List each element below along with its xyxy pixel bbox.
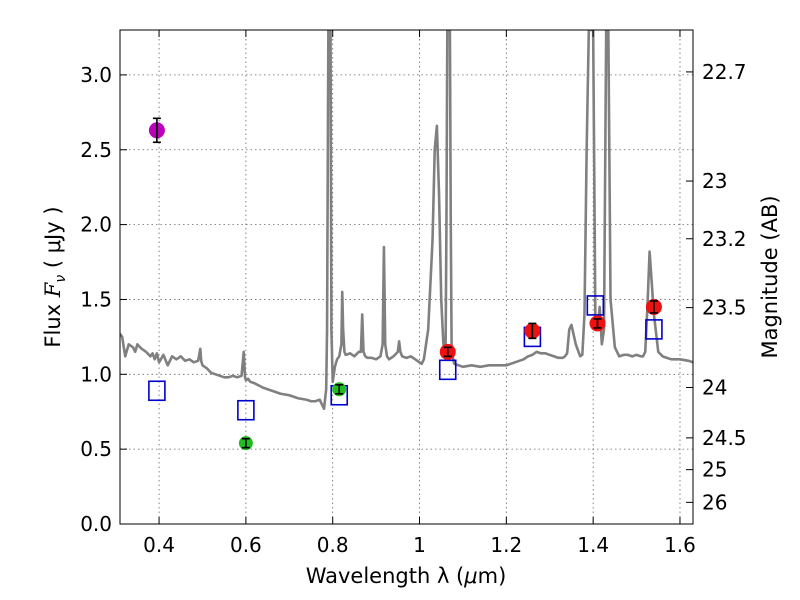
y-tick-label: 2.0 — [80, 213, 112, 237]
x-tick-label: 1.6 — [664, 533, 696, 557]
mag-tick-label: 26 — [702, 490, 727, 514]
y-tick-label: 1.0 — [80, 362, 112, 386]
x-tick-label: 0.4 — [143, 533, 175, 557]
y-tick-label: 1.5 — [80, 287, 112, 311]
mag-tick-label: 24 — [702, 375, 727, 399]
mag-tick-label: 22.7 — [702, 60, 747, 84]
mag-tick-label: 23 — [702, 169, 727, 193]
model-square-marker — [237, 399, 255, 421]
y2-axis-label: Magnitude (AB) — [758, 195, 782, 358]
mag-tick-label: 23.5 — [702, 296, 747, 320]
mag-tick-label: 24.5 — [702, 426, 747, 450]
model-square-marker — [148, 380, 166, 402]
y-axis-label: Flux Fν ( μJy ) — [41, 206, 69, 347]
x-tick-label: 1.4 — [577, 533, 609, 557]
x-tick-label: 1.2 — [490, 533, 522, 557]
x-axis-label: Wavelength λ (μm) — [306, 564, 507, 588]
model-square-marker — [586, 295, 605, 316]
mag-tick-label: 23.2 — [702, 227, 747, 251]
y-tick-label: 3.0 — [80, 63, 112, 87]
axis-ticks: 0.4 0.6 0.8 1 1.2 1.4 1.6 0.0 0.5 1.0 1.5 2.0 2.5 3.0… — [80, 30, 747, 557]
model-square-marker — [645, 319, 663, 340]
x-tick-label: 0.6 — [230, 533, 262, 557]
x-tick-label: 0.8 — [317, 533, 349, 557]
y-tick-label: 0.5 — [80, 437, 112, 461]
spectrum-layer — [120, 30, 693, 411]
plot-frame — [119, 29, 694, 525]
y-tick-label: 2.5 — [80, 138, 112, 162]
model-square-marker — [438, 359, 457, 381]
y-tick-label: 0.0 — [80, 512, 112, 536]
x-tick-label: 1 — [413, 533, 426, 557]
mag-tick-label: 25 — [702, 458, 727, 482]
spectrum-line — [120, 30, 693, 411]
photometry-layer — [148, 117, 663, 451]
